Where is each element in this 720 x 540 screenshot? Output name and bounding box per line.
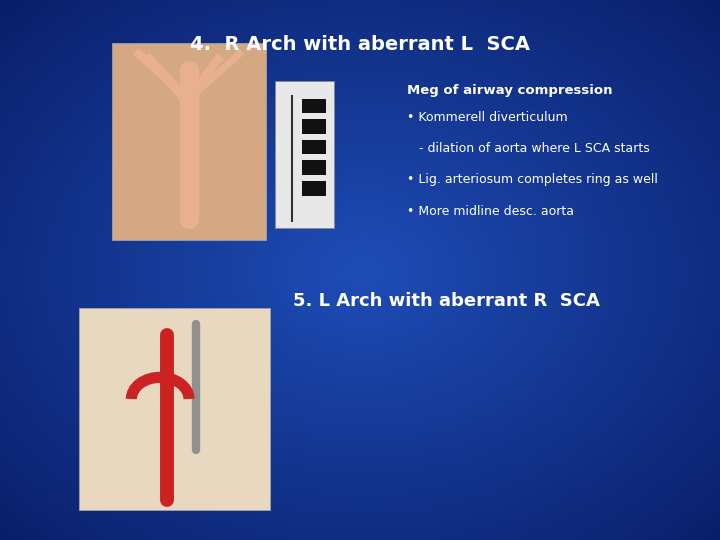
FancyBboxPatch shape — [302, 140, 326, 154]
FancyBboxPatch shape — [275, 81, 334, 228]
Text: • Lig. arteriosum completes ring as well: • Lig. arteriosum completes ring as well — [407, 173, 657, 186]
Text: • Kommerell diverticulum: • Kommerell diverticulum — [407, 111, 567, 124]
FancyBboxPatch shape — [302, 181, 326, 195]
Text: Meg of airway compression: Meg of airway compression — [407, 84, 612, 97]
Text: • More midline desc. aorta: • More midline desc. aorta — [407, 205, 574, 218]
FancyBboxPatch shape — [302, 119, 326, 134]
FancyBboxPatch shape — [112, 43, 266, 240]
Text: 4.  R Arch with aberrant L  SCA: 4. R Arch with aberrant L SCA — [190, 35, 530, 54]
Text: 5. L Arch with aberrant R  SCA: 5. L Arch with aberrant R SCA — [293, 292, 600, 309]
FancyBboxPatch shape — [302, 160, 326, 175]
FancyBboxPatch shape — [79, 308, 270, 510]
FancyBboxPatch shape — [302, 99, 326, 113]
Text: - dilation of aorta where L SCA starts: - dilation of aorta where L SCA starts — [407, 142, 649, 155]
